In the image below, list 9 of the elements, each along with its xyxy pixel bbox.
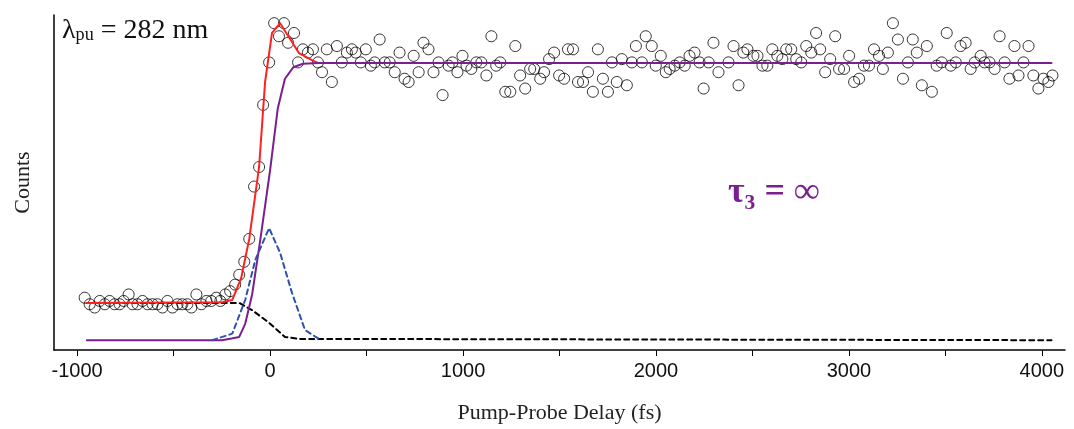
x-tick-label: 4000 <box>1019 359 1065 381</box>
x-tick-label: 3000 <box>826 359 872 381</box>
y-axis-title: Counts <box>8 151 34 214</box>
x-tick-label: 1000 <box>440 359 486 381</box>
x-tick-label: -1000 <box>51 359 103 381</box>
x-tick-label: 2000 <box>633 359 679 381</box>
annotation: τ₃ = ∞ <box>728 170 820 210</box>
x-tick-label: 0 <box>264 359 276 381</box>
x-axis-title: Pump-Probe Delay (fs) <box>457 398 662 424</box>
